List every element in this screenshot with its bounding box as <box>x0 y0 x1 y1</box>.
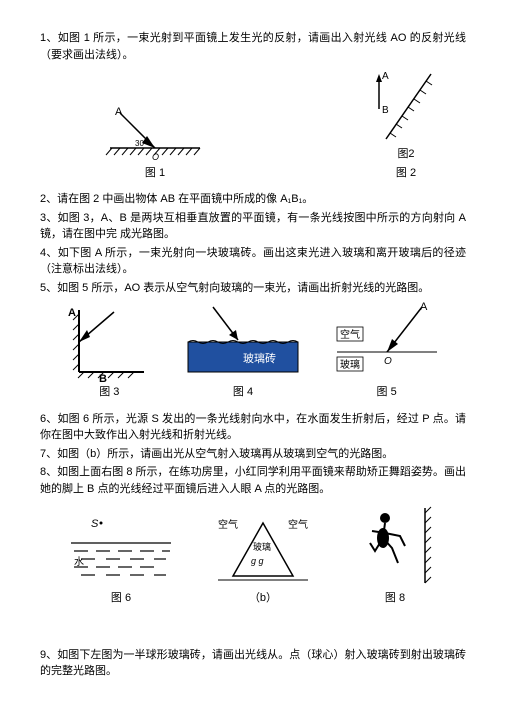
fig5-A: A <box>420 302 428 313</box>
fig6-label: 图 6 <box>111 590 131 607</box>
figure-2: A B 图2 图 2 <box>376 69 436 181</box>
fig2-A: A <box>382 71 389 82</box>
figure-row-1: A 30° O 图 1 A B 图2 图 2 <box>40 69 466 181</box>
figb-air2: 空气 <box>288 518 308 531</box>
question-1: 1、如图 1 所示，一束光射到平面镜上发生光的反射，请画出入射光线 AO 的反射… <box>40 30 466 63</box>
question-9: 9、如图下左图为一半球形玻璃砖，请画出光线从。点（球心）射入玻璃砖到射出玻璃砖的… <box>40 647 466 680</box>
fig4-label: 图 4 <box>233 384 253 401</box>
figure-6: S 水 图 6 <box>66 513 176 607</box>
fig1-svg: A 30° O <box>100 103 210 163</box>
fig2-label-a: 图2 <box>397 146 414 163</box>
fig8-svg <box>350 503 440 588</box>
fig3-A: A <box>68 307 76 319</box>
fig6-S: S <box>91 518 99 530</box>
fig5-air: 空气 <box>340 328 360 341</box>
figb-label: （b） <box>249 590 277 607</box>
question-7: 7、如图（b）所示，请画出光从空气射入玻璃再从玻璃到空气的光路图。 <box>40 446 466 463</box>
fig6-svg: S 水 <box>66 513 176 588</box>
figure-3: A B 图 3 <box>64 302 154 401</box>
figure-8: 图 8 <box>350 503 440 607</box>
question-4: 4、如下图 A 所示，一束光射向一块玻璃砖。画出这束光进入玻璃和离开玻璃后的径迹… <box>40 245 466 278</box>
fig6-water: 水 <box>74 556 84 568</box>
figb-glass: 玻璃 <box>253 541 271 552</box>
figure-5: A O 空气 玻璃 图 5 <box>332 302 442 401</box>
question-6: 6、如图 6 所示，光源 S 发出的一条光线射向水中，在水面发生折射后，经过 P… <box>40 411 466 444</box>
question-5: 5、如图 5 所示，AO 表示从空气射向玻璃的一束光，请画出折射光线的光路图。 <box>40 280 466 297</box>
fig4-svg: 玻璃砖 <box>183 302 303 382</box>
fig5-label: 图 5 <box>377 384 397 401</box>
fig2-label-b: 图 2 <box>396 165 416 182</box>
fig8-label: 图 8 <box>385 590 405 607</box>
fig3-label: 图 3 <box>99 384 119 401</box>
fig5-O: O <box>384 356 392 367</box>
fig1-A: A <box>115 106 123 118</box>
figure-row-2: A B 图 3 玻璃砖 图 4 A O 空气 玻璃 图 5 <box>40 302 466 401</box>
question-8: 8、如图上面右图 8 所示，在练功房里，小红同学利用平面镜来帮助矫正舞蹈姿势。画… <box>40 464 466 497</box>
fig5-svg: A O 空气 玻璃 <box>332 302 442 382</box>
figure-4: 玻璃砖 图 4 <box>183 302 303 401</box>
fig1-O: O <box>152 152 159 162</box>
question-3: 3、如图 3，A、B 是两块互相垂直放置的平面镜，有一条光线按图中所示的方向射向… <box>40 210 466 243</box>
fig1-angle: 30° <box>135 139 147 148</box>
fig3-B: B <box>99 373 107 382</box>
figure-1: A 30° O 图 1 <box>100 103 210 182</box>
fig2-svg: A B <box>376 69 436 144</box>
figure-row-3: S 水 图 6 空气 空气 玻璃 g g <box>40 503 466 607</box>
figure-b: 空气 空气 玻璃 g g （b） <box>208 508 318 607</box>
fig3-svg: A B <box>64 302 154 382</box>
fig5-glass: 玻璃 <box>340 358 360 371</box>
figb-svg: 空气 空气 玻璃 g g <box>208 508 318 588</box>
fig1-label: 图 1 <box>145 165 165 182</box>
figb-air1: 空气 <box>218 518 238 531</box>
question-2: 2、请在图 2 中画出物体 AB 在平面镜中所成的像 A₁B₁。 <box>40 191 466 208</box>
figb-gg: g g <box>251 556 264 566</box>
fig2-B: B <box>382 105 389 116</box>
fig4-glass: 玻璃砖 <box>243 351 276 365</box>
